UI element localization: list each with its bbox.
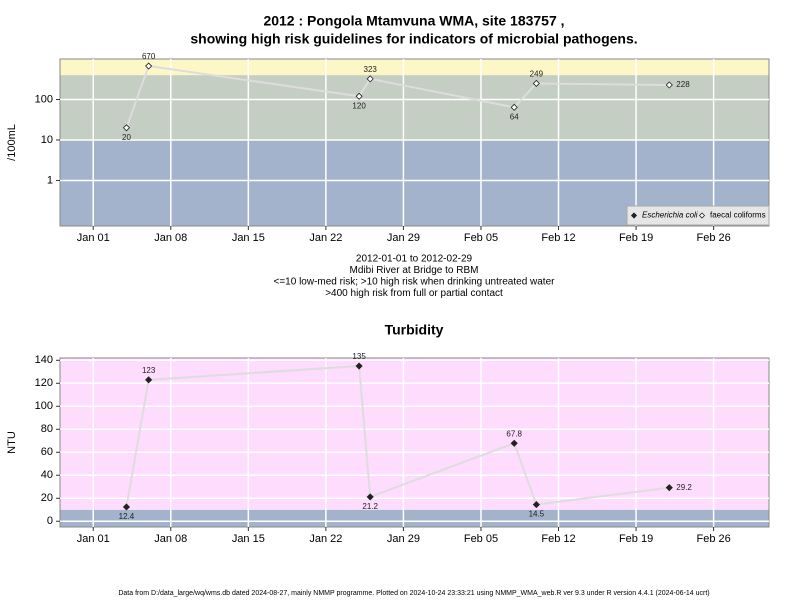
x-tick-label: Feb 26: [696, 232, 730, 244]
chart-title: Turbidity: [385, 322, 444, 338]
x-tick-label: Jan 15: [232, 533, 265, 545]
x-tick-label: Feb 26: [696, 533, 730, 545]
y-tick-label: 60: [41, 446, 53, 458]
footer: Data from D:/data_large/wq/wms.db dated …: [118, 590, 709, 597]
chart-title: showing high risk guidelines for indicat…: [190, 31, 637, 47]
x-tick-label: Jan 01: [77, 232, 110, 244]
caption: <=10 low-med risk; >10 high risk when dr…: [274, 277, 556, 288]
data-label: 670: [142, 52, 156, 61]
data-label: 29.2: [676, 483, 692, 492]
legend-label: faecal coliforms: [710, 211, 766, 220]
x-tick-label: Jan 22: [309, 232, 342, 244]
data-point: [366, 493, 374, 501]
legend: Escherichia coli faecal coliforms: [626, 205, 770, 226]
caption: >400 high risk from full or partial cont…: [325, 288, 503, 299]
chart-title: 2012 : Pongola Mtamvuna WMA, site 183757…: [263, 13, 564, 29]
risk-band: [60, 509, 769, 527]
data-point: [122, 503, 131, 511]
legend-label: Escherichia coli: [642, 211, 698, 220]
data-label: 21.2: [362, 502, 378, 511]
plot-frame: [59, 357, 770, 528]
y-tick-label: 0: [47, 515, 53, 527]
data-point: [510, 439, 518, 447]
caption: 2012-01-01 to 2012-02-29: [356, 254, 473, 265]
data-label: 120: [352, 101, 366, 110]
legend-marker: [630, 212, 638, 219]
y-axis-label: /100mL: [6, 124, 18, 161]
y-tick-label: 120: [35, 377, 53, 389]
x-tick-label: Feb 12: [541, 232, 575, 244]
risk-band: [60, 59, 769, 76]
data-point: [145, 62, 153, 70]
data-point: [366, 75, 374, 83]
x-tick-label: Feb 05: [464, 533, 498, 545]
y-tick-label: 80: [41, 423, 53, 435]
x-tick-label: Feb 12: [541, 533, 575, 545]
x-tick-label: Jan 08: [154, 533, 187, 545]
data-label: 135: [352, 352, 366, 361]
x-tick-label: Jan 22: [309, 533, 342, 545]
plot-frame: [59, 58, 770, 227]
y-tick-label: 10: [41, 134, 53, 146]
data-label: 12.4: [119, 512, 135, 521]
caption: Mdibi River at Bridge to RBM: [350, 265, 479, 276]
data-label: 20: [122, 133, 131, 142]
data-point: [145, 376, 153, 384]
x-tick-label: Feb 19: [619, 232, 653, 244]
y-tick-label: 20: [41, 492, 53, 504]
x-tick-label: Jan 01: [77, 533, 110, 545]
x-tick-label: Jan 08: [154, 232, 187, 244]
data-label: 64: [510, 112, 519, 121]
y-tick-label: 100: [35, 400, 53, 412]
data-point: [510, 103, 518, 111]
y-tick-label: 1: [47, 174, 53, 186]
x-tick-label: Jan 15: [232, 232, 265, 244]
data-label: 14.5: [529, 510, 545, 519]
data-point: [532, 501, 540, 509]
legend-box: [626, 205, 770, 226]
data-point: [355, 92, 363, 100]
y-tick-label: 40: [41, 469, 53, 481]
data-point: [665, 81, 673, 89]
y-tick-label: 140: [35, 354, 53, 366]
risk-band: [60, 358, 769, 510]
data-label: 323: [364, 65, 378, 74]
x-tick-label: Jan 29: [387, 232, 420, 244]
data-point: [532, 79, 540, 88]
data-label: 123: [142, 366, 156, 375]
x-tick-label: Feb 19: [619, 533, 653, 545]
x-tick-label: Feb 05: [464, 232, 498, 244]
legend-marker: [698, 212, 706, 219]
data-point: [355, 362, 363, 370]
data-point: [665, 484, 673, 492]
y-tick-label: 100: [35, 93, 53, 105]
data-label: 228: [676, 80, 690, 89]
data-label: 249: [530, 70, 544, 79]
data-label: 67.8: [506, 429, 522, 438]
x-tick-label: Jan 29: [387, 533, 420, 545]
risk-band: [60, 75, 769, 140]
data-point: [122, 124, 131, 132]
y-axis-label: NTU: [6, 431, 18, 454]
